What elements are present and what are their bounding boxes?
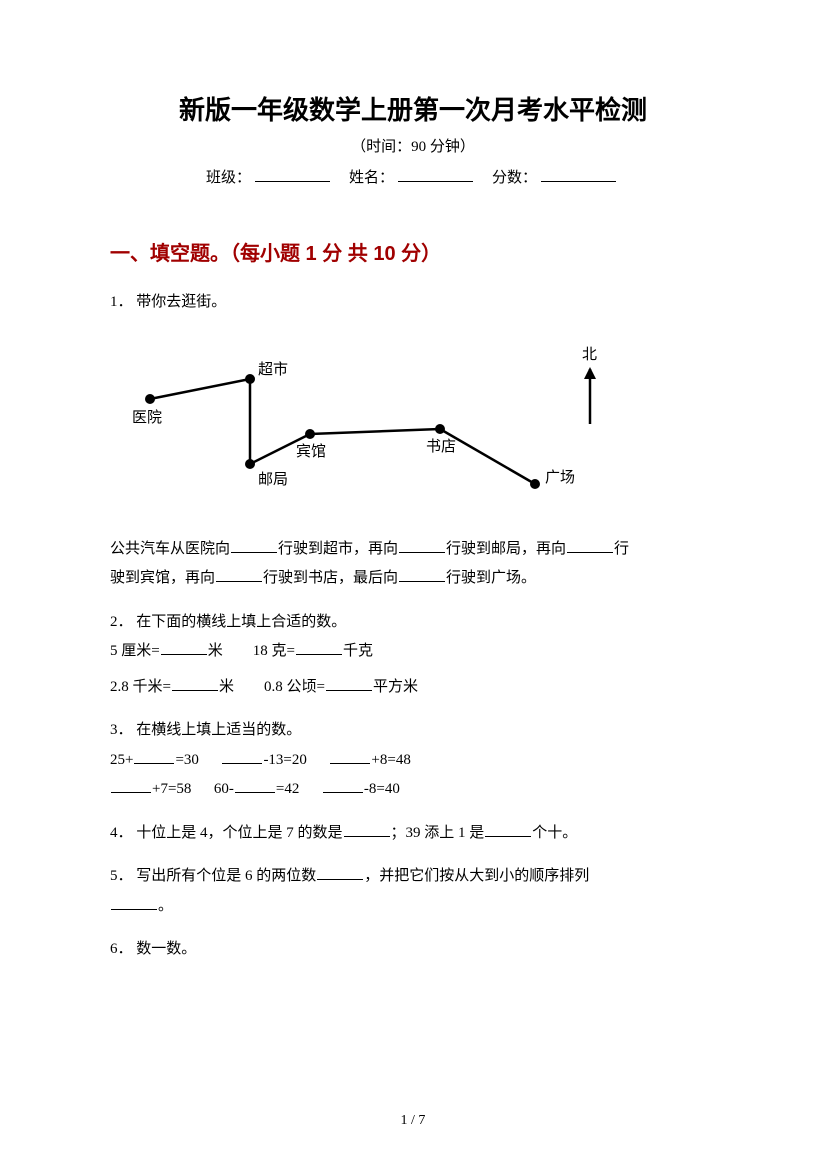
- svg-text:超市: 超市: [258, 361, 288, 378]
- q5-blank2[interactable]: [111, 898, 157, 910]
- q3-l2d: -8=40: [364, 781, 400, 797]
- q1-para-g: 行驶到广场。: [446, 570, 536, 586]
- q1-line: 1． 带你去逛街。: [110, 290, 716, 316]
- q3-l1b: =30: [175, 752, 198, 768]
- q3-blank4[interactable]: [111, 781, 151, 793]
- q2-row2: 2.8 千米= 米 0.8 公顷= 平方米: [110, 675, 716, 701]
- q2-l1b: 米: [208, 643, 223, 659]
- svg-text:书店: 书店: [426, 438, 456, 455]
- q2-num: 2．: [110, 614, 133, 630]
- q2-text: 在下面的横线上填上合适的数。: [136, 614, 346, 630]
- class-blank[interactable]: [255, 168, 330, 182]
- q1-para-line2: 驶到宾馆，再向 行驶到书店，最后向 行驶到广场。: [110, 566, 716, 592]
- q3-blank3[interactable]: [330, 752, 370, 764]
- q1-blank-1[interactable]: [231, 541, 277, 553]
- q5-blank1[interactable]: [317, 868, 363, 880]
- q6-line: 6． 数一数。: [110, 937, 716, 963]
- q6-text: 数一数。: [136, 941, 196, 957]
- svg-text:宾馆: 宾馆: [296, 443, 326, 460]
- q1-diagram-svg: 医院 超市邮局宾馆 书店广场 北: [110, 324, 650, 514]
- q2-l2d: 平方米: [373, 679, 418, 695]
- q1-num: 1．: [110, 294, 133, 310]
- q1-para-e: 驶到宾馆，再向: [110, 570, 215, 586]
- q3-l2a: +7=58: [152, 781, 191, 797]
- q3-row2: +7=58 60- =42 -8=40: [110, 777, 716, 803]
- q2-l1c: 18 克=: [253, 643, 295, 659]
- q4-blank1[interactable]: [344, 825, 390, 837]
- svg-text:广场: 广场: [545, 469, 575, 486]
- q5-c: 。: [158, 898, 173, 914]
- q1-text: 带你去逛街。: [136, 294, 226, 310]
- q4-b: ；39 添上 1 是: [391, 825, 485, 841]
- q5-b: ，并把它们按从大到小的顺序排列: [364, 868, 589, 884]
- class-label: 班级：: [206, 170, 251, 186]
- q3-row1: 25+ =30 -13=20 +8=48: [110, 748, 716, 774]
- score-label: 分数：: [492, 170, 537, 186]
- page-footer: 1 / 7: [0, 1113, 826, 1129]
- q6-num: 6．: [110, 941, 133, 957]
- q5-a: 写出所有个位是 6 的两位数: [136, 868, 316, 884]
- q1-blank-5[interactable]: [399, 570, 445, 582]
- svg-text:医院: 医院: [132, 408, 162, 426]
- q5-num: 5．: [110, 868, 133, 884]
- q4-c: 个十。: [532, 825, 577, 841]
- q2-blank1[interactable]: [161, 643, 207, 655]
- q3-l1a: 25+: [110, 752, 133, 768]
- q3-blank1[interactable]: [134, 752, 174, 764]
- student-fields: 班级： 姓名： 分数：: [110, 166, 716, 187]
- q1-para-c: 行驶到邮局，再向: [446, 541, 566, 557]
- q2-blank3[interactable]: [172, 679, 218, 691]
- q1-para-b: 行驶到超市，再向: [278, 541, 398, 557]
- q2-l1a: 5 厘米=: [110, 643, 160, 659]
- exam-title: 新版一年级数学上册第一次月考水平检测: [110, 90, 716, 127]
- q5-line1: 5． 写出所有个位是 6 的两位数 ，并把它们按从大到小的顺序排列: [110, 864, 716, 890]
- q1-para-a: 公共汽车从医院向: [110, 541, 230, 557]
- q1-para-f: 行驶到书店，最后向: [263, 570, 398, 586]
- q1-blank-2[interactable]: [399, 541, 445, 553]
- name-blank[interactable]: [398, 168, 473, 182]
- q2-l2c: 0.8 公顷=: [264, 679, 325, 695]
- q2-row1: 5 厘米= 米 18 克= 千克: [110, 639, 716, 665]
- q2-l2b: 米: [219, 679, 234, 695]
- q3-l2c: =42: [276, 781, 299, 797]
- q1-blank-3[interactable]: [567, 541, 613, 553]
- q4-blank2[interactable]: [485, 825, 531, 837]
- q2-blank2[interactable]: [296, 643, 342, 655]
- q3-blank5[interactable]: [235, 781, 275, 793]
- q3-blank2[interactable]: [222, 752, 262, 764]
- q4-num: 4．: [110, 825, 133, 841]
- section-1-header: 一、填空题。（每小题 1 分 共 10 分）: [110, 237, 716, 266]
- q5-line2: 。: [110, 894, 716, 920]
- q1-diagram: 医院 超市邮局宾馆 书店广场 北: [110, 324, 716, 519]
- q3-num: 3．: [110, 722, 133, 738]
- q3-l1d: +8=48: [371, 752, 410, 768]
- score-blank[interactable]: [541, 168, 616, 182]
- q3-l2b: 60-: [214, 781, 234, 797]
- exam-time: （时间：90 分钟）: [110, 135, 716, 156]
- q1-para-d: 行: [614, 541, 629, 557]
- q3-l1c: -13=20: [263, 752, 306, 768]
- q2-l1d: 千克: [343, 643, 373, 659]
- page: 新版一年级数学上册第一次月考水平检测 （时间：90 分钟） 班级： 姓名： 分数…: [0, 0, 826, 1169]
- name-label: 姓名：: [349, 170, 394, 186]
- svg-text:北: 北: [582, 346, 597, 363]
- q1-blank-4[interactable]: [216, 570, 262, 582]
- q1-para-line1: 公共汽车从医院向 行驶到超市，再向 行驶到邮局，再向 行: [110, 537, 716, 563]
- q2-blank4[interactable]: [326, 679, 372, 691]
- q2-l2a: 2.8 千米=: [110, 679, 171, 695]
- q3-text: 在横线上填上适当的数。: [136, 722, 301, 738]
- q3-line: 3． 在横线上填上适当的数。: [110, 718, 716, 744]
- svg-text:邮局: 邮局: [258, 471, 288, 488]
- q3-blank6[interactable]: [323, 781, 363, 793]
- q4-line: 4． 十位上是 4，个位上是 7 的数是 ；39 添上 1 是 个十。: [110, 821, 716, 847]
- q2-line: 2． 在下面的横线上填上合适的数。: [110, 610, 716, 636]
- q4-a: 十位上是 4，个位上是 7 的数是: [136, 825, 342, 841]
